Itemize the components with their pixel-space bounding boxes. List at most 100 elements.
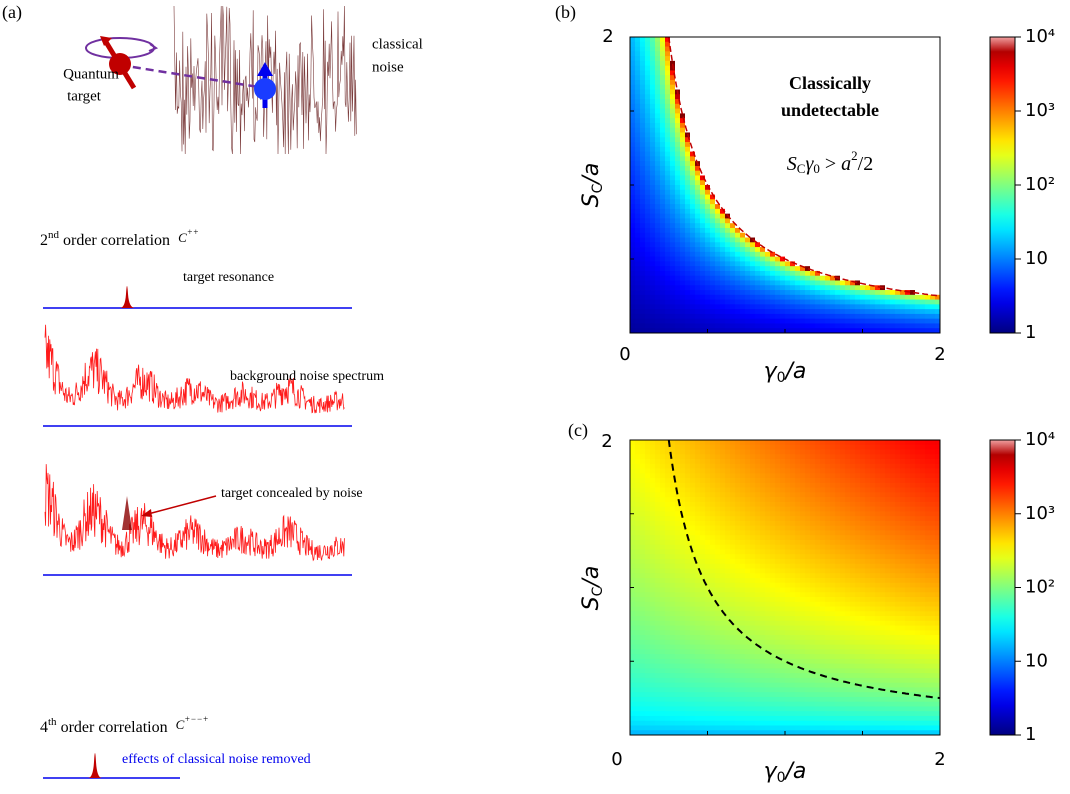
panel-label: (a)	[2, 2, 22, 23]
heat-cell	[860, 185, 866, 191]
heat-cell	[705, 601, 711, 607]
heat-cell	[795, 208, 801, 215]
heat-cell	[655, 199, 661, 205]
heat-cell	[840, 137, 846, 143]
heat-cell	[760, 170, 766, 176]
heat-cell	[895, 41, 901, 47]
heat-cell	[875, 256, 881, 262]
heat-cell	[780, 208, 786, 215]
heat-cell	[765, 294, 771, 300]
heat-cell	[650, 266, 656, 272]
heat-cell	[695, 299, 701, 305]
heat-cell	[920, 280, 926, 286]
heat-cell	[825, 247, 831, 253]
heat-cell	[870, 309, 876, 315]
heat-cell	[755, 60, 761, 67]
heat-cell	[685, 440, 691, 446]
heat-cell	[725, 89, 731, 95]
heat-cell	[630, 577, 636, 584]
heat-cell	[810, 270, 816, 277]
heat-cell	[630, 46, 636, 52]
heat-cell	[670, 199, 676, 205]
heat-cell	[935, 170, 941, 176]
heat-cell	[645, 65, 651, 71]
heat-cell	[705, 501, 711, 508]
heat-cell	[710, 280, 716, 286]
heat-cell	[660, 113, 666, 119]
heat-cell	[710, 79, 716, 86]
heat-cell	[830, 242, 836, 248]
heat-cell	[730, 251, 736, 258]
heat-cell	[860, 251, 866, 258]
heat-cell	[660, 165, 666, 172]
heat-cell	[685, 199, 691, 205]
heat-cell	[660, 511, 666, 517]
heat-cell	[640, 682, 646, 688]
heat-cell	[630, 41, 636, 47]
heat-cell	[830, 304, 836, 310]
heat-cell	[725, 309, 731, 315]
heat-cell	[720, 175, 726, 181]
heat-cell	[795, 99, 801, 105]
heat-cell	[915, 266, 921, 272]
heat-cell	[775, 56, 781, 62]
heat-cell	[825, 137, 831, 143]
heat-cell	[765, 137, 771, 143]
heat-cell	[765, 122, 771, 129]
heat-cell	[710, 204, 716, 210]
heat-cell	[690, 285, 696, 291]
heat-cell	[635, 237, 641, 243]
heat-cell	[685, 644, 691, 650]
heat-cell	[795, 137, 801, 143]
heat-cell	[730, 65, 736, 71]
heat-cell	[895, 161, 901, 167]
heat-cell	[670, 625, 676, 631]
heat-cell	[790, 56, 796, 62]
heat-cell	[680, 677, 686, 684]
heat-cell	[675, 151, 681, 157]
heat-cell	[665, 256, 671, 262]
heat-cell	[925, 56, 931, 62]
heat-cell	[750, 194, 756, 200]
heat-cell	[695, 520, 701, 527]
heat-cell	[925, 313, 931, 320]
heat-cell	[785, 127, 791, 133]
heat-cell	[635, 294, 641, 300]
heat-cell	[830, 180, 836, 186]
heat-cell	[860, 285, 866, 291]
heat-cell	[845, 165, 851, 172]
heat-cell	[655, 668, 661, 674]
heat-cell	[685, 563, 691, 569]
heat-cell	[910, 137, 916, 143]
heat-cell	[640, 644, 646, 650]
heat-cell	[930, 65, 936, 71]
heat-cell	[850, 199, 856, 205]
heat-cell	[695, 318, 701, 324]
heat-cell	[670, 266, 676, 272]
heat-cell	[630, 313, 636, 320]
heat-cell	[755, 313, 761, 320]
heat-cell	[810, 185, 816, 191]
heat-cell	[640, 75, 646, 81]
heat-cell	[705, 294, 711, 300]
heat-cell	[660, 275, 666, 281]
heat-cell	[670, 478, 676, 484]
heat-cell	[855, 204, 861, 210]
heat-cell	[675, 46, 681, 52]
heat-cell	[650, 132, 656, 138]
heat-cell	[880, 304, 886, 310]
heat-cell	[695, 142, 701, 148]
heat-cell	[835, 189, 841, 195]
heat-cell	[870, 251, 876, 258]
heat-cell	[705, 194, 711, 200]
heat-cell	[865, 127, 871, 133]
heat-cell	[835, 127, 841, 133]
heat-cell	[820, 170, 826, 176]
heat-cell	[635, 577, 641, 584]
heat-cell	[850, 70, 856, 76]
heat-cell	[635, 692, 641, 698]
heat-cell	[705, 478, 711, 484]
heat-cell	[630, 75, 636, 81]
heat-cell	[790, 309, 796, 315]
heat-cell	[735, 132, 741, 138]
